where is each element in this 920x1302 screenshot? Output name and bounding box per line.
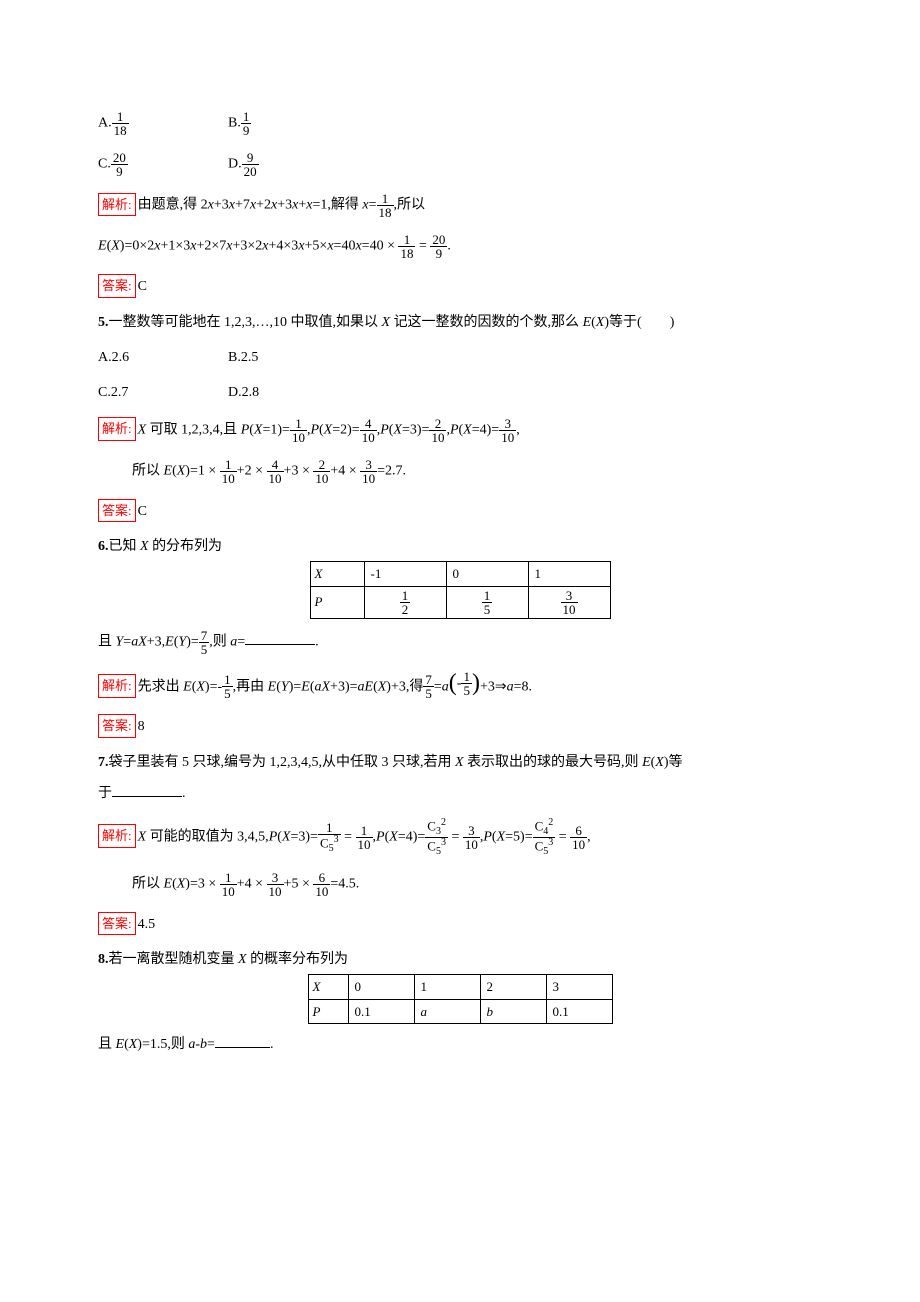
q4-explanation-line2: E(X)=0×2x+1×3x+2×7x+3×2x+4×3x+5×x=40x=40… [98, 233, 822, 260]
opt-label: C. [98, 157, 111, 172]
answer-text: C [138, 504, 147, 519]
q5-options-row1: A.2.6 B.2.5 [98, 347, 822, 368]
daan-label: 答案: [98, 912, 136, 936]
jiexi-label: 解析: [98, 674, 136, 698]
q6-distribution-table: X-101P1215310 [310, 561, 611, 619]
jiexi-label: 解析: [98, 417, 136, 441]
fraction: 118 [377, 192, 394, 219]
jiexi-label: 解析: [98, 193, 136, 217]
q4-option-b: B.19 [228, 110, 251, 137]
fill-blank [215, 1034, 270, 1048]
fraction: 920 [242, 151, 259, 178]
q4-answer: 答案:C [98, 274, 822, 298]
q5-option-c: C.2.7 [98, 382, 228, 403]
daan-label: 答案: [98, 499, 136, 523]
q8-distribution-table: X0123P0.1ab0.1 [308, 974, 613, 1024]
q5-option-b: B.2.5 [228, 347, 258, 368]
q4-explanation-line1: 解析:由题意,得 2x+3x+7x+2x+3x+x=1,解得 x=118,所以 [98, 192, 822, 219]
q5-answer: 答案:C [98, 499, 822, 523]
question-number: 7. [98, 755, 109, 770]
fill-blank [245, 631, 315, 645]
daan-label: 答案: [98, 714, 136, 738]
q6-answer: 答案:8 [98, 714, 822, 738]
opt-label: A. [98, 116, 112, 131]
fraction: 209 [111, 151, 128, 178]
opt-label: D. [228, 157, 242, 172]
answer-text: C [138, 279, 147, 294]
q6-line2: 且 Y=aX+3,E(Y)=75,则 a=. [98, 629, 822, 656]
q7-explanation-line2: 所以 E(X)=3 × 110+4 × 310+5 × 610=4.5. [98, 871, 822, 898]
q7-stem-line2: 于. [98, 783, 822, 804]
question-number: 6. [98, 539, 109, 554]
q7-stem-line1: 7.袋子里装有 5 只球,编号为 1,2,3,4,5,从中任取 3 只球,若用 … [98, 752, 822, 773]
fill-blank [112, 783, 182, 797]
q5-explanation-line1: 解析:X 可取 1,2,3,4,且 P(X=1)=110,P(X=2)=410,… [98, 417, 822, 444]
q4-option-a: A.118 [98, 110, 228, 137]
document-page: A.118 B.19 C.209 D.920 解析:由题意,得 2x+3x+7x… [0, 0, 920, 1129]
answer-text: 8 [138, 719, 145, 734]
q7-explanation-line1: 解析:X 可能的取值为 3,4,5,P(X=3)=1C53 = 110,P(X=… [98, 818, 822, 857]
q5-explanation-line2: 所以 E(X)=1 × 110+2 × 410+3 × 210+4 × 310=… [98, 458, 822, 485]
q6-explanation: 解析:先求出 E(X)=-15,再由 E(Y)=E(aX+3)=aE(X)+3,… [98, 670, 822, 701]
question-number: 8. [98, 952, 109, 967]
opt-label: B. [228, 116, 241, 131]
q8-stem: 8.若一离散型随机变量 X 的概率分布列为 [98, 949, 822, 970]
fraction: 209 [430, 233, 447, 260]
fraction: 19 [241, 110, 252, 137]
daan-label: 答案: [98, 274, 136, 298]
q7-answer: 答案:4.5 [98, 912, 822, 936]
q5-option-a: A.2.6 [98, 347, 228, 368]
fraction: 118 [112, 110, 129, 137]
q4-option-d: D.920 [228, 151, 259, 178]
answer-text: 4.5 [138, 917, 156, 932]
fraction: 118 [398, 233, 415, 260]
q5-options-row2: C.2.7 D.2.8 [98, 382, 822, 403]
q5-option-d: D.2.8 [228, 382, 259, 403]
q5-stem: 5.一整数等可能地在 1,2,3,…,10 中取值,如果以 X 记这一整数的因数… [98, 312, 822, 333]
q4-option-c: C.209 [98, 151, 228, 178]
q6-stem: 6.已知 X 的分布列为 [98, 536, 822, 557]
q8-line2: 且 E(X)=1.5,则 a-b=. [98, 1034, 822, 1055]
jiexi-label: 解析: [98, 824, 136, 848]
question-number: 5. [98, 315, 109, 330]
q4-options-row1: A.118 B.19 [98, 110, 822, 137]
q4-options-row2: C.209 D.920 [98, 151, 822, 178]
